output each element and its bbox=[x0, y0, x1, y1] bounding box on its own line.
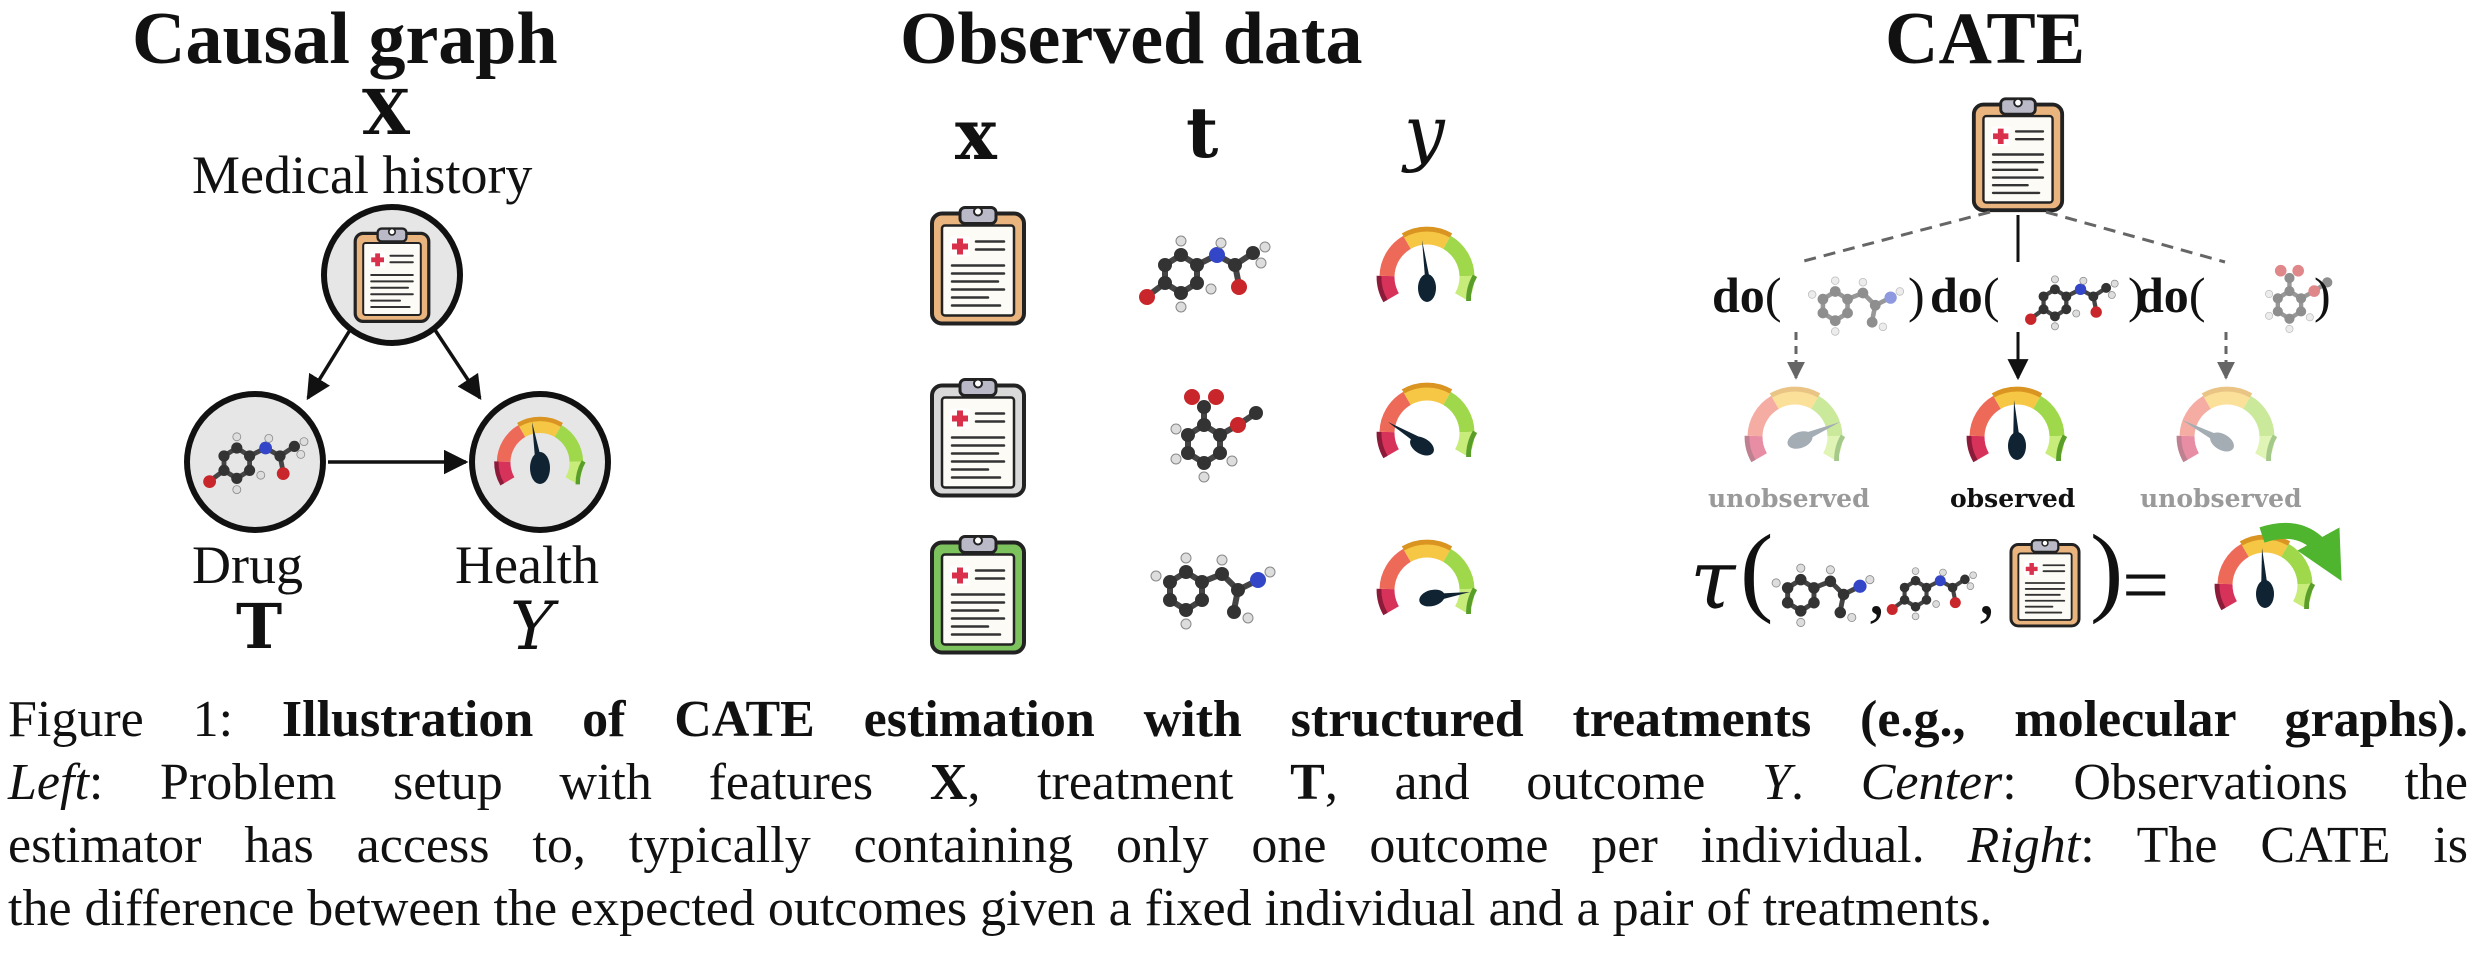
outcome-label-observed: observed bbox=[1950, 484, 2076, 513]
gauge-icon-observed bbox=[1969, 389, 2065, 461]
do-term-1: do( bbox=[1712, 267, 1782, 323]
outcome-label-unobserved-2: unobserved bbox=[2140, 484, 2302, 513]
clipboard-icon-gray bbox=[932, 380, 1024, 496]
do-paren-close-3: ) bbox=[2314, 267, 2331, 323]
health-label: Health bbox=[455, 535, 599, 595]
gauge-icon-result bbox=[2217, 522, 2342, 609]
center-panel-title: Observed data bbox=[900, 0, 1363, 80]
t-symbol: T bbox=[236, 590, 283, 663]
tau-paren-close: ) bbox=[2090, 514, 2124, 625]
gauge-icon-2 bbox=[1379, 385, 1475, 459]
tau-symbol: τ bbox=[1690, 533, 1736, 628]
clipboard-icon bbox=[355, 229, 429, 322]
molecule-icon-do-2 bbox=[2025, 276, 2118, 330]
right-panel-title: CATE bbox=[1885, 0, 2086, 80]
do-term-3: do( bbox=[2136, 267, 2206, 323]
observed-data-table bbox=[932, 208, 1475, 653]
tau-comma-1: , bbox=[1868, 552, 1886, 629]
tau-comma-2: , bbox=[1978, 552, 1996, 629]
gauge-icon-1 bbox=[1379, 229, 1475, 302]
caption-line-1: Figure 1: Illustration of CATE estimatio… bbox=[8, 688, 2468, 751]
x-symbol: X bbox=[362, 76, 411, 149]
molecule-icon-do-1 bbox=[1808, 277, 1903, 335]
caption-line-3: estimator has access to, typically conta… bbox=[8, 817, 2469, 874]
left-panel-title: Causal graph bbox=[132, 0, 558, 80]
figure-caption: Figure 1: Illustration of CATE estimatio… bbox=[8, 688, 2468, 940]
molecule-icon-1 bbox=[1139, 236, 1270, 312]
tau-paren-open: ( bbox=[1740, 514, 1774, 625]
clipboard-icon-orange bbox=[932, 208, 1024, 324]
figure-label: Figure 1: bbox=[8, 691, 234, 748]
cate-diagram bbox=[1747, 99, 2342, 627]
molecule-icon-tau-1 bbox=[1772, 564, 1874, 626]
column-t-header: t bbox=[1186, 91, 1219, 174]
molecule-icon-3 bbox=[1151, 553, 1275, 629]
do-paren-close-2: ) bbox=[2128, 267, 2145, 323]
gauge-icon-unobserved-2 bbox=[2179, 389, 2275, 461]
edge-x-t bbox=[306, 329, 352, 401]
edge-x-y bbox=[433, 329, 482, 401]
do-paren-close-1: ) bbox=[1908, 267, 1925, 323]
node-t bbox=[184, 391, 326, 533]
clipboard-icon bbox=[1974, 99, 2062, 210]
y-symbol: Y bbox=[510, 588, 554, 665]
clipboard-icon-green bbox=[932, 537, 1024, 653]
caption-line-4: the difference between the expected outc… bbox=[8, 880, 1993, 937]
gauge-icon-3 bbox=[1379, 542, 1475, 614]
column-y-header: y bbox=[1404, 90, 1445, 174]
molecule-icon-tau-2 bbox=[1887, 568, 1977, 620]
outcome-label-unobserved-1: unobserved bbox=[1708, 484, 1870, 513]
causal-graph bbox=[184, 204, 611, 533]
molecule-icon-2 bbox=[1171, 389, 1263, 482]
caption-line-2: Left: Problem setup with features X, tre… bbox=[8, 754, 2468, 811]
do-term-2: do( bbox=[1930, 267, 2000, 323]
gauge-icon-unobserved-1 bbox=[1747, 389, 1843, 461]
caption-title: Illustration of CATE estimation with str… bbox=[281, 691, 2469, 748]
column-x-header: x bbox=[955, 93, 997, 176]
clipboard-icon-tau bbox=[2011, 540, 2079, 626]
equals-sign: = bbox=[2122, 539, 2170, 632]
drug-label: Drug bbox=[192, 535, 303, 595]
medical-history-label: Medical history bbox=[192, 145, 533, 205]
